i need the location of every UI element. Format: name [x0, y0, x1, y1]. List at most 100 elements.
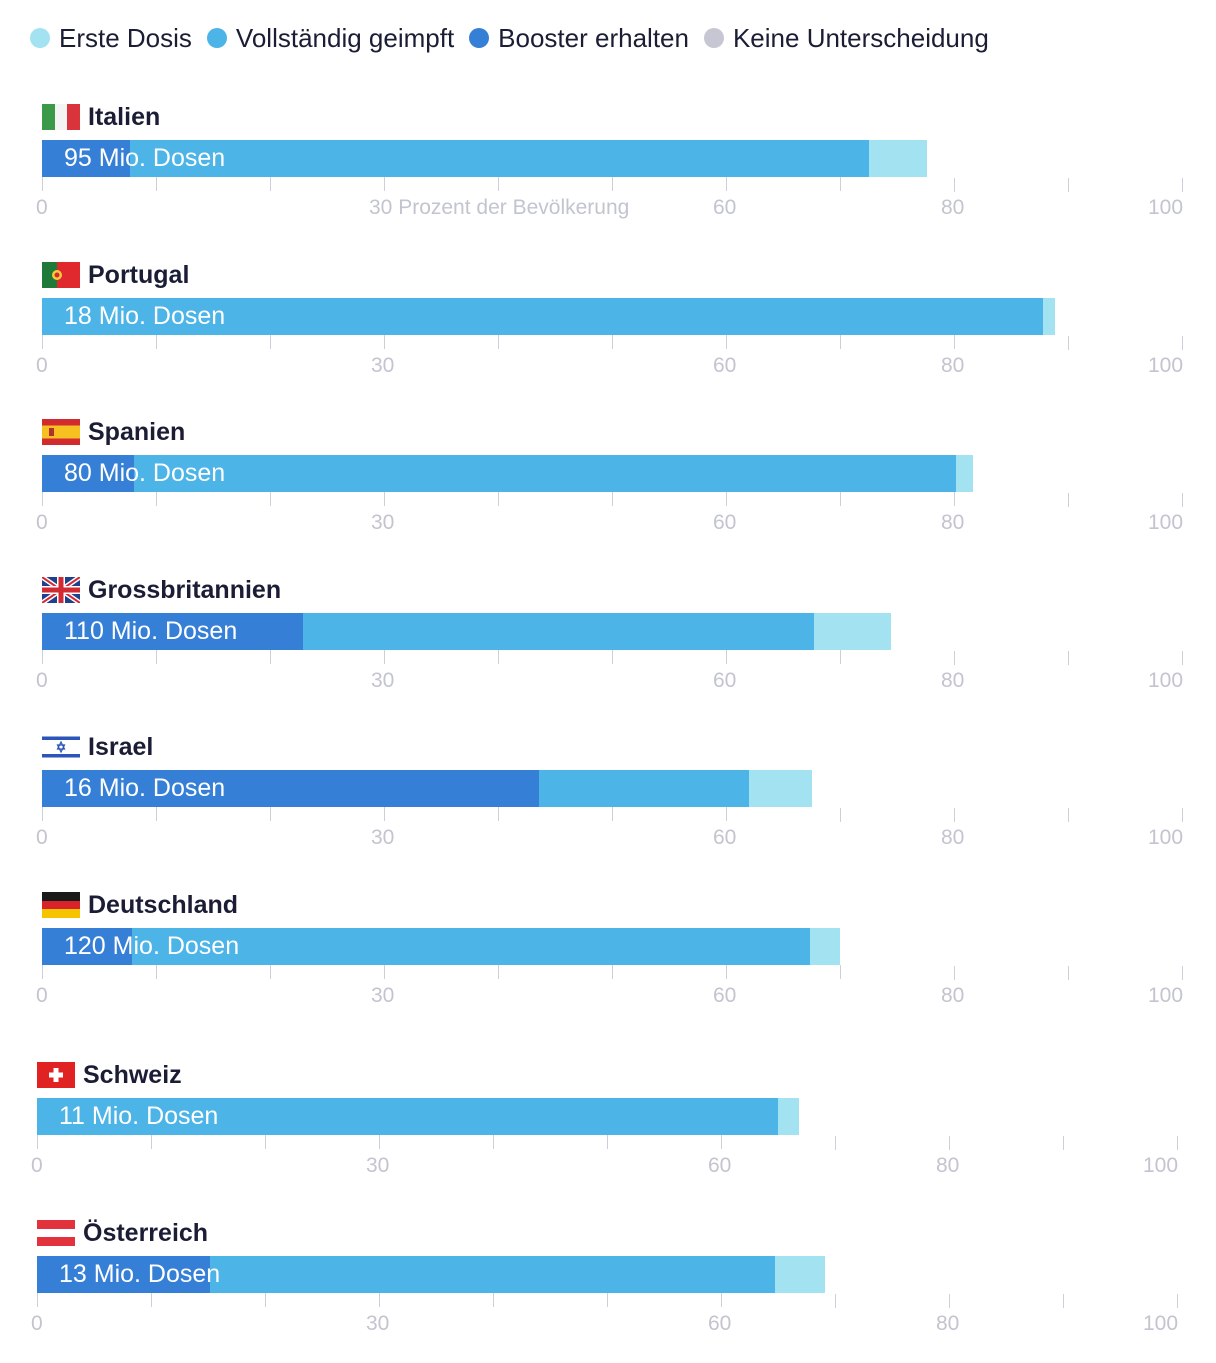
doses-label: 95 Mio. Dosen — [64, 144, 226, 172]
axis-tick — [954, 808, 955, 822]
country-title: Deutschland — [42, 888, 238, 922]
axis-tick — [384, 807, 385, 821]
axis-tick — [726, 650, 727, 664]
legend-item[interactable]: Erste Dosis — [30, 23, 192, 54]
axis-tick — [1068, 336, 1069, 350]
germany-flag-icon — [42, 892, 80, 918]
tick-label: 100 — [1148, 826, 1184, 849]
axis-tick — [835, 1136, 836, 1150]
axis-tick — [42, 335, 43, 349]
tick-label: 100 — [1148, 196, 1184, 219]
axis-tick — [270, 807, 271, 821]
axis-tick — [607, 1135, 608, 1149]
country-name: Österreich — [83, 1218, 209, 1247]
doses-label: 120 Mio. Dosen — [64, 932, 240, 960]
country-title: Spanien — [42, 415, 185, 449]
axis-tick — [1177, 1136, 1178, 1150]
bar-segment-booster — [42, 455, 134, 492]
stacked-bar: 16 Mio. Dosen — [42, 770, 1182, 807]
axis-tick — [607, 1293, 608, 1307]
legend-label: Booster erhalten — [498, 22, 689, 53]
tick-label: 30 — [366, 1154, 390, 1177]
tick-label: 100 — [1143, 1154, 1179, 1177]
doses-label: 13 Mio. Dosen — [59, 1260, 221, 1288]
tick-label: 100 — [1148, 354, 1184, 377]
axis-tick — [726, 965, 727, 979]
country-panel: Deutschland 120 Mio. Dosen 0 30 60 80 100 — [0, 888, 1216, 1018]
tick-label: 80 — [941, 984, 965, 1007]
tick-label: 80 — [941, 669, 965, 692]
axis-tick — [1182, 178, 1183, 192]
axis-tick — [270, 650, 271, 664]
axis-tick — [612, 335, 613, 349]
axis-tick — [612, 965, 613, 979]
axis-tick — [1068, 808, 1069, 822]
axis-tick — [954, 492, 955, 506]
tick-label: 0 — [36, 196, 48, 219]
axis-tick — [840, 492, 841, 506]
axis-tick — [721, 1293, 722, 1307]
bar-segment-vollstaendig — [42, 140, 869, 177]
legend-label: Keine Unterscheidung — [732, 22, 989, 53]
axis-tick — [1182, 493, 1183, 507]
country-panel: Italien 95 Mio. Dosen 0 30 Prozent der Bevö… — [0, 100, 1216, 230]
axis-tick — [384, 177, 385, 191]
tick-label: 0 — [36, 984, 48, 1007]
axis-tick — [840, 177, 841, 191]
axis-tick — [384, 335, 385, 349]
axis-tick — [726, 807, 727, 821]
country-title: Grossbritannien — [42, 573, 281, 607]
legend-item[interactable]: Vollständig geimpft — [206, 23, 454, 54]
country-title: Israel — [42, 730, 153, 764]
tick-label: 30 — [371, 984, 395, 1007]
legend-dot-icon — [206, 28, 227, 48]
axis-tick — [612, 807, 613, 821]
axis-tick — [1182, 966, 1183, 980]
uk-flag-icon — [42, 577, 80, 603]
axis-tick — [156, 492, 157, 506]
legend-item[interactable]: Keine Unterscheidung — [703, 22, 989, 54]
legend-item[interactable]: Booster erhalten — [469, 23, 689, 54]
tick-label: 30 Prozent der Bevölkerung — [369, 196, 630, 219]
axis-tick — [1063, 1136, 1064, 1150]
axis-tick — [612, 177, 613, 191]
switzerland-flag-icon — [37, 1062, 75, 1088]
doses-label: 18 Mio. Dosen — [64, 302, 226, 330]
axis-tick — [156, 177, 157, 191]
country-name: Spanien — [88, 417, 186, 446]
tick-label: 30 — [366, 1312, 390, 1335]
legend: Erste Dosis Vollständig geimpft Booster er… — [30, 18, 1004, 58]
tick-label: 0 — [36, 826, 48, 849]
axis-tick — [265, 1135, 266, 1149]
tick-label: 100 — [1148, 511, 1184, 534]
tick-label: 0 — [31, 1154, 43, 1177]
legend-dot-icon — [469, 28, 490, 48]
country-panel: Israel 16 Mio. Dosen 0 30 60 80 100 — [0, 730, 1216, 860]
axis-tick — [379, 1293, 380, 1307]
country-name: Schweiz — [83, 1060, 182, 1089]
axis-tick — [156, 650, 157, 664]
axis-tick — [498, 335, 499, 349]
axis-tick — [1182, 336, 1183, 350]
tick-label: 60 — [713, 984, 737, 1007]
tick-label: 100 — [1148, 984, 1184, 1007]
axis-tick — [1063, 1294, 1064, 1308]
axis-tick — [156, 335, 157, 349]
bar-segment-booster — [37, 1256, 210, 1293]
spain-flag-icon — [42, 419, 80, 445]
axis-tick — [721, 1135, 722, 1149]
legend-label: Erste Dosis — [59, 22, 192, 53]
tick-label: 0 — [31, 1312, 43, 1335]
doses-label: 11 Mio. Dosen — [59, 1102, 219, 1130]
axis-tick — [270, 177, 271, 191]
tick-label: 60 — [713, 826, 737, 849]
axis-tick — [384, 492, 385, 506]
axis-tick — [37, 1135, 38, 1149]
axis-tick — [954, 651, 955, 665]
tick-label: 60 — [713, 669, 737, 692]
doses-label: 80 Mio. Dosen — [64, 459, 226, 487]
austria-flag-icon — [37, 1220, 75, 1246]
country-panel: Grossbritannien 110 Mio. Dosen 0 30 60 80 100 — [0, 573, 1216, 703]
tick-label: 0 — [36, 511, 48, 534]
stacked-bar: 120 Mio. Dosen — [42, 928, 1182, 965]
